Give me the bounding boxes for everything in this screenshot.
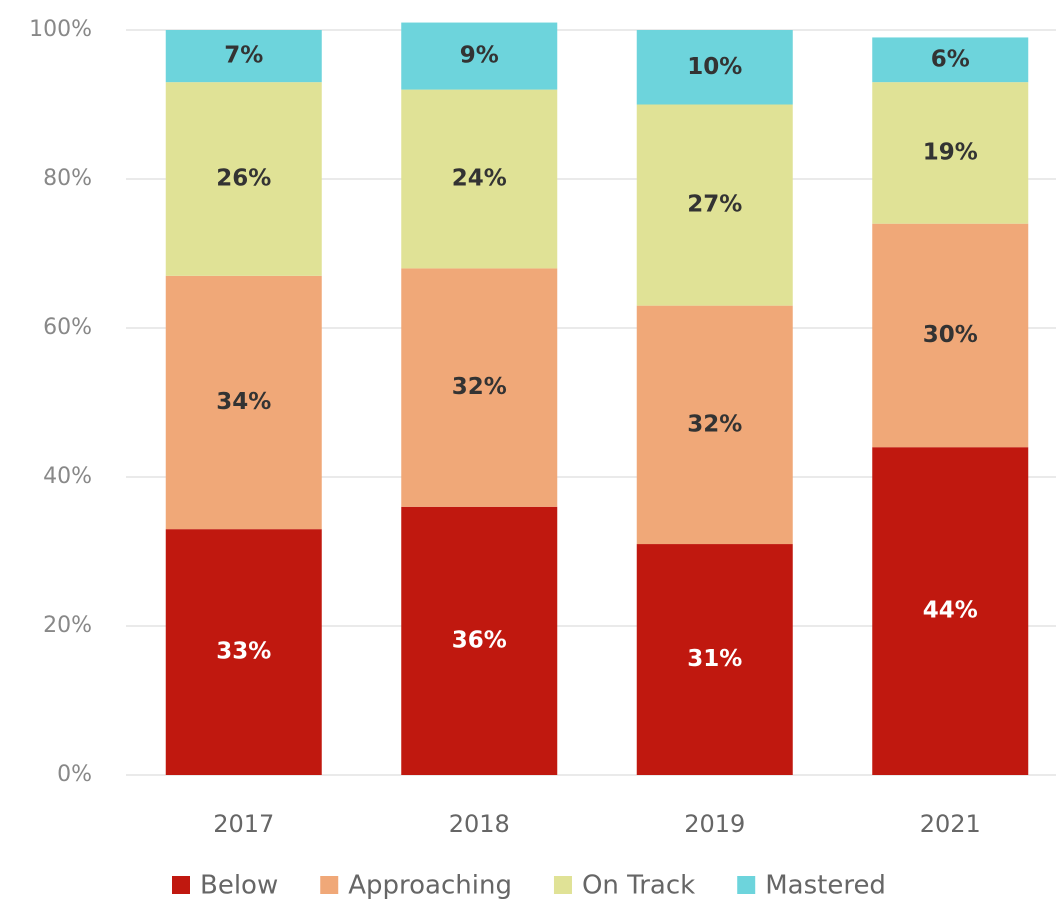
- value-label: 31%: [687, 646, 742, 672]
- bar-segment: [165, 82, 322, 276]
- value-label: 24%: [452, 166, 507, 192]
- bar-segment: [165, 30, 322, 83]
- bar-segment: [165, 275, 322, 530]
- value-label: 34%: [216, 389, 271, 415]
- legend-swatch: [320, 876, 339, 894]
- bar-segment: [165, 529, 322, 775]
- y-tick-label: 0%: [57, 762, 92, 787]
- bar-segment: [872, 223, 1029, 448]
- x-tick-label: 2021: [920, 810, 981, 838]
- value-label: 6%: [931, 46, 970, 72]
- value-label: 27%: [687, 192, 742, 218]
- value-label: 30%: [923, 322, 978, 348]
- bar-segment: [401, 506, 558, 775]
- value-label: 19%: [923, 139, 978, 165]
- bar-segment: [401, 22, 558, 90]
- y-tick-label: 60%: [43, 315, 92, 340]
- value-label: 26%: [216, 166, 271, 192]
- x-tick-label: 2019: [684, 810, 745, 838]
- value-label: 9%: [460, 43, 499, 69]
- bar-segment: [636, 104, 793, 306]
- y-tick-label: 80%: [43, 166, 92, 191]
- legend-swatch: [553, 876, 572, 894]
- value-label: 7%: [224, 43, 263, 69]
- bar-segment: [636, 305, 793, 545]
- y-tick-label: 100%: [29, 17, 92, 42]
- y-tick-label: 20%: [43, 613, 92, 638]
- bar-segment: [401, 268, 558, 507]
- value-label: 33%: [216, 639, 271, 665]
- bar-segment: [636, 544, 793, 775]
- x-tick-label: 2017: [213, 810, 274, 838]
- bar-segment: [872, 37, 1029, 83]
- bar-segment: [872, 82, 1029, 224]
- legend-label: Approaching: [348, 871, 512, 900]
- bar-segment: [401, 89, 558, 269]
- y-tick-label: 40%: [43, 464, 92, 489]
- value-label: 32%: [452, 374, 507, 400]
- bar-segment: [636, 30, 793, 105]
- value-label: 44%: [923, 598, 978, 624]
- legend-label: Below: [200, 871, 278, 900]
- legend-swatch: [172, 876, 190, 894]
- legend-label: On Track: [582, 871, 695, 900]
- value-label: 36%: [452, 627, 507, 653]
- legend-swatch: [737, 876, 756, 894]
- bar-segment: [872, 447, 1029, 775]
- x-tick-label: 2018: [449, 810, 510, 838]
- value-label: 10%: [687, 54, 742, 80]
- value-label: 32%: [687, 411, 742, 437]
- legend-label: Mastered: [765, 871, 886, 900]
